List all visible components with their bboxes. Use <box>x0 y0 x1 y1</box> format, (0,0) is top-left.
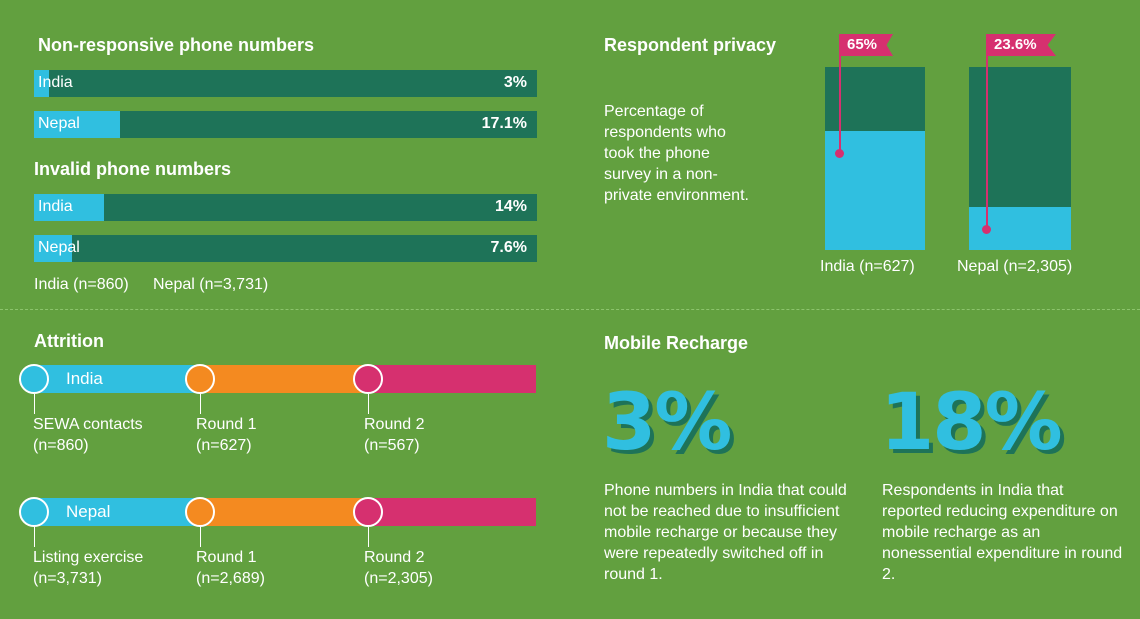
privacy-flag-india-pole <box>839 40 841 154</box>
attrition-india-stage-2-n: (n=627) <box>196 437 252 454</box>
privacy-column-nepal <box>969 67 1071 250</box>
attrition-india-stage-3-name: Round 2 <box>364 416 425 433</box>
attrition-india-node-3 <box>353 364 383 394</box>
invalid-bar-india: India 14% <box>34 194 537 221</box>
attrition-nepal-stage-3: Round 2 (n=2,305) <box>364 547 433 589</box>
attrition-nepal-node-2 <box>185 497 215 527</box>
attrition-india-segment-2 <box>200 365 368 393</box>
privacy-flag-nepal-pole <box>986 40 988 229</box>
invalid-bar-nepal-label: Nepal <box>38 239 80 256</box>
nonresponsive-bar-india-value: 3% <box>503 74 527 91</box>
nonresponsive-bar-nepal: Nepal 17.1% <box>34 111 537 138</box>
attrition-nepal-segment-2 <box>200 498 368 526</box>
attrition-india-country: India <box>66 369 103 388</box>
attrition-india-segment-1 <box>34 365 200 393</box>
privacy-flag-nepal: 23.6% <box>986 34 1056 56</box>
attrition-nepal-tick-2 <box>200 527 201 547</box>
attrition-nepal-stage-2: Round 1 (n=2,689) <box>196 547 265 589</box>
attrition-nepal-node-1 <box>19 497 49 527</box>
privacy-title: Respondent privacy <box>604 35 777 55</box>
attrition-india-tick-1 <box>34 394 35 414</box>
attrition-nepal-tick-1 <box>34 527 35 547</box>
attrition-india-tick-2 <box>200 394 201 414</box>
nonresponsive-bar-india-label: India <box>38 74 73 91</box>
attrition-nepal-stage-1-name: Listing exercise <box>33 549 144 566</box>
attrition-india-stage-1: SEWA contacts (n=860) <box>33 414 143 456</box>
nonresponsive-bar-nepal-fill <box>34 111 120 138</box>
attrition-india-stage-2: Round 1 (n=627) <box>196 414 257 456</box>
section-divider <box>0 309 1140 310</box>
mobile-stat-2-number: 18% <box>880 378 1063 468</box>
nonresponsive-title: Non-responsive phone numbers <box>38 35 315 55</box>
attrition-india-stage-1-name: SEWA contacts <box>33 416 143 433</box>
invalid-bar-india-value: 14% <box>494 198 527 215</box>
attrition-india-node-2 <box>185 364 215 394</box>
mobile-stat-1-text: Phone numbers in India that could not be… <box>604 482 847 583</box>
attrition-india-stage-3: Round 2 (n=567) <box>364 414 425 456</box>
attrition-nepal-node-3 <box>353 497 383 527</box>
attrition-india-stage-1-n: (n=860) <box>33 437 89 454</box>
invalid-bar-nepal: Nepal 7.6% <box>34 235 537 262</box>
attrition-india-node-1 <box>19 364 49 394</box>
attrition-nepal-stage-3-name: Round 2 <box>364 549 425 566</box>
privacy-column-nepal-label: Nepal (n=2,305) <box>957 258 1073 275</box>
nonresponsive-bar-india: India 3% <box>34 70 537 97</box>
attrition-nepal-stage-2-name: Round 1 <box>196 549 257 566</box>
attrition-nepal-stage-1: Listing exercise (n=3,731) <box>33 547 143 589</box>
privacy-flag-india: 65% <box>839 34 893 56</box>
attrition-nepal-tick-3 <box>368 527 369 547</box>
attrition-india-tick-3 <box>368 394 369 414</box>
attrition-india-segment-3 <box>368 365 536 393</box>
attrition-nepal-stage-1-n: (n=3,731) <box>33 570 102 587</box>
mobile-stat-1-number: 3% <box>602 378 732 468</box>
privacy-flag-india-dot <box>835 149 844 159</box>
privacy-flag-nepal-dot <box>982 224 991 234</box>
invalid-title: Invalid phone numbers <box>34 159 232 179</box>
sample-note-nepal: Nepal (n=3,731) <box>153 276 269 293</box>
attrition-nepal-stage-2-n: (n=2,689) <box>196 570 265 587</box>
mobile-title: Mobile Recharge <box>604 333 749 353</box>
invalid-bar-nepal-fill <box>34 235 73 262</box>
invalid-bar-india-label: India <box>38 198 73 215</box>
nonresponsive-bar-nepal-label: Nepal <box>38 115 80 132</box>
attrition-nepal-segment-3 <box>368 498 536 526</box>
mobile-stat-2-text: Respondents in India that reported reduc… <box>882 482 1123 583</box>
invalid-bar-india-fill <box>34 194 105 221</box>
attrition-title: Attrition <box>34 331 104 351</box>
nonresponsive-bar-nepal-value: 17.1% <box>481 115 527 132</box>
attrition-india-stage-3-n: (n=567) <box>364 437 420 454</box>
nonresponsive-bar-india-fill <box>34 70 50 97</box>
attrition-india-stage-2-name: Round 1 <box>196 416 257 433</box>
privacy-column-india-label: India (n=627) <box>820 258 915 275</box>
invalid-bar-nepal-value: 7.6% <box>490 239 527 256</box>
attrition-nepal-segment-1 <box>34 498 200 526</box>
attrition-nepal-stage-3-n: (n=2,305) <box>364 570 433 587</box>
attrition-nepal-country: Nepal <box>66 502 111 521</box>
sample-note-india: India (n=860) <box>34 276 129 293</box>
privacy-description: Percentage of respondents who took the p… <box>604 103 749 204</box>
